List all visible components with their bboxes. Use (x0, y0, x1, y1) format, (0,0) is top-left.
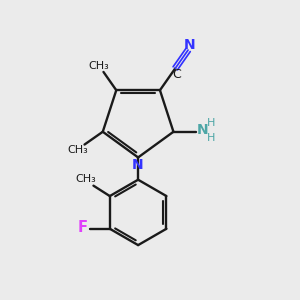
Text: N: N (184, 38, 195, 52)
Text: H: H (206, 133, 215, 143)
Text: CH₃: CH₃ (89, 61, 110, 71)
Text: F: F (78, 220, 88, 235)
Text: C: C (172, 68, 181, 81)
Text: CH₃: CH₃ (68, 145, 88, 155)
Text: CH₃: CH₃ (76, 174, 96, 184)
Text: H: H (206, 118, 215, 128)
Text: N: N (132, 158, 143, 172)
Text: N: N (196, 123, 208, 137)
